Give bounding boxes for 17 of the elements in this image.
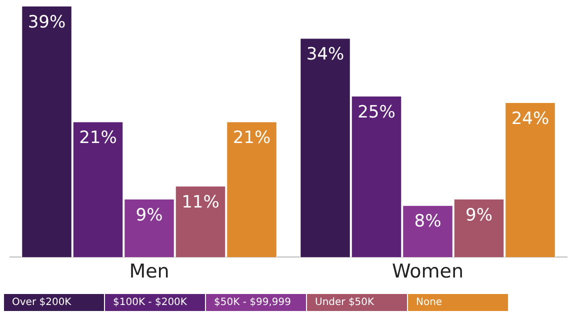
text: Over $200K bbox=[12, 297, 72, 308]
data-label: 21% bbox=[232, 128, 271, 148]
x-tick-label: Men bbox=[129, 260, 170, 283]
data-label: 9% bbox=[466, 205, 492, 226]
data-label: 39% bbox=[28, 12, 66, 32]
text: Under $50K bbox=[315, 297, 374, 308]
data-label: 21% bbox=[79, 128, 117, 148]
data-label: 25% bbox=[358, 102, 396, 122]
data-label: 24% bbox=[511, 108, 550, 129]
data-label: 8% bbox=[414, 212, 442, 232]
text: None bbox=[416, 297, 442, 308]
x-tick-label: Women bbox=[392, 260, 464, 283]
text: $100K - $200K bbox=[113, 297, 187, 308]
data-label: 9% bbox=[136, 205, 163, 226]
data-label: 34% bbox=[306, 44, 344, 64]
data-label: 11% bbox=[182, 192, 220, 212]
text: $50K - $99,999 bbox=[214, 297, 291, 308]
